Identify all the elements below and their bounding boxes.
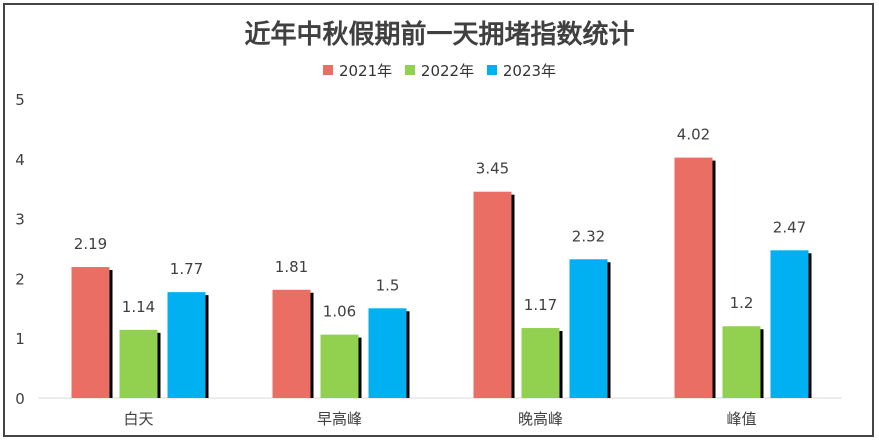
chart-title: 近年中秋假期前一天拥堵指数统计 (244, 20, 635, 50)
legend-item-2023: 2023年 (486, 60, 557, 81)
data-label: 1.5 (376, 276, 400, 294)
legend-swatch-2022 (404, 64, 415, 75)
legend-item-2021: 2021年 (322, 60, 393, 81)
x-tick-label: 白天 (123, 410, 153, 428)
chart-legend: 2021年 2022年 2023年 (0, 60, 879, 81)
x-tick-label: 早高峰 (317, 410, 362, 428)
legend-label-2023: 2023年 (502, 62, 557, 80)
bar (167, 292, 206, 398)
y-tick-label: 1 (15, 330, 25, 348)
x-tick-label: 晚高峰 (518, 410, 563, 428)
bar (71, 267, 110, 398)
y-tick-label: 3 (15, 211, 25, 229)
legend-swatch-2021 (322, 64, 333, 75)
bar (119, 329, 158, 398)
bar (521, 328, 560, 398)
y-tick-label: 0 (15, 390, 25, 408)
data-label: 4.02 (677, 126, 710, 144)
legend-label-2021: 2021年 (338, 62, 393, 80)
data-label: 2.19 (74, 235, 107, 253)
bar (674, 157, 713, 398)
bar (368, 308, 407, 398)
legend-item-2022: 2022年 (404, 60, 475, 81)
data-label: 1.77 (170, 260, 203, 278)
legend-label-2022: 2022年 (420, 62, 475, 80)
x-tick-label: 峰值 (726, 410, 756, 428)
bar (722, 326, 761, 398)
legend-swatch-2023 (486, 64, 497, 75)
y-tick-label: 4 (15, 151, 25, 169)
data-label: 1.2 (730, 294, 754, 312)
data-label: 1.06 (323, 303, 356, 321)
y-tick-label: 2 (15, 270, 25, 288)
bar (320, 334, 359, 398)
bar (473, 191, 512, 398)
bar (569, 259, 608, 398)
data-label: 3.45 (476, 160, 509, 178)
data-label: 1.81 (275, 258, 308, 276)
bar (272, 289, 311, 398)
data-label: 2.47 (773, 218, 806, 236)
data-label: 1.17 (524, 296, 557, 314)
y-tick-label: 5 (15, 91, 25, 109)
data-label: 2.32 (572, 227, 605, 245)
bar (770, 250, 809, 398)
data-label: 1.14 (122, 298, 155, 316)
